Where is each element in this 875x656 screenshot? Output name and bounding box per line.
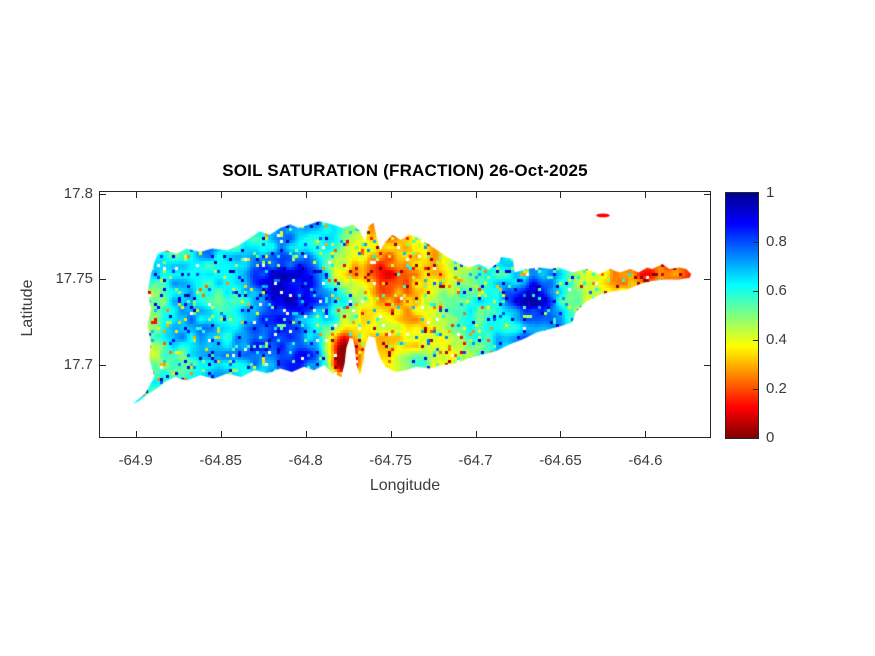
x-tick-label: -64.6 [628, 452, 663, 469]
axis-tick [136, 192, 137, 198]
axis-tick [476, 192, 477, 198]
axis-tick [221, 431, 222, 437]
x-axis-label: Longitude [369, 477, 441, 494]
colorbar-tick [753, 340, 758, 341]
x-tick-label: -64.65 [539, 452, 582, 469]
axis-tick [645, 431, 646, 437]
island-map-canvas [100, 192, 710, 437]
y-tick-label: 17.8 [63, 184, 93, 202]
x-tick-label: -64.9 [118, 452, 153, 469]
axis-tick [704, 279, 710, 280]
colorbar-tick-label: 0.6 [766, 282, 787, 299]
axis-tick [391, 431, 392, 437]
x-tick-label: -64.7 [458, 452, 493, 469]
colorbar-tick-label: 0.4 [766, 331, 787, 348]
colorbar-tick [753, 389, 758, 390]
y-tick-label: 17.75 [55, 270, 93, 288]
axis-tick [100, 194, 106, 195]
axis-tick [306, 431, 307, 437]
colorbar-tick [753, 291, 758, 292]
axis-tick [560, 431, 561, 437]
colorbar-tick-label: 0.8 [766, 233, 787, 250]
colorbar [725, 192, 759, 439]
axis-tick [645, 192, 646, 198]
axis-tick [100, 279, 106, 280]
colorbar-gradient [726, 193, 758, 438]
axis-tick [704, 194, 710, 195]
x-tick-label: -64.75 [369, 452, 412, 469]
x-tick-label: -64.8 [288, 452, 323, 469]
axis-tick [476, 431, 477, 437]
axis-tick [221, 192, 222, 198]
colorbar-tick-label: 1 [766, 184, 775, 201]
plot-area [99, 191, 711, 438]
plot-title: SOIL SATURATION (FRACTION) 26-Oct-2025 [222, 161, 588, 180]
axis-tick [306, 192, 307, 198]
x-tick-label: -64.85 [199, 452, 242, 469]
axis-tick [704, 365, 710, 366]
axis-tick [100, 365, 106, 366]
colorbar-tick-label: 0 [766, 429, 775, 446]
colorbar-tick [753, 242, 758, 243]
axis-tick [136, 431, 137, 437]
y-axis-label: Latitude [19, 279, 36, 337]
axis-tick [391, 192, 392, 198]
y-tick-label: 17.7 [63, 356, 93, 374]
colorbar-tick-label: 0.2 [766, 380, 787, 397]
axis-tick [560, 192, 561, 198]
